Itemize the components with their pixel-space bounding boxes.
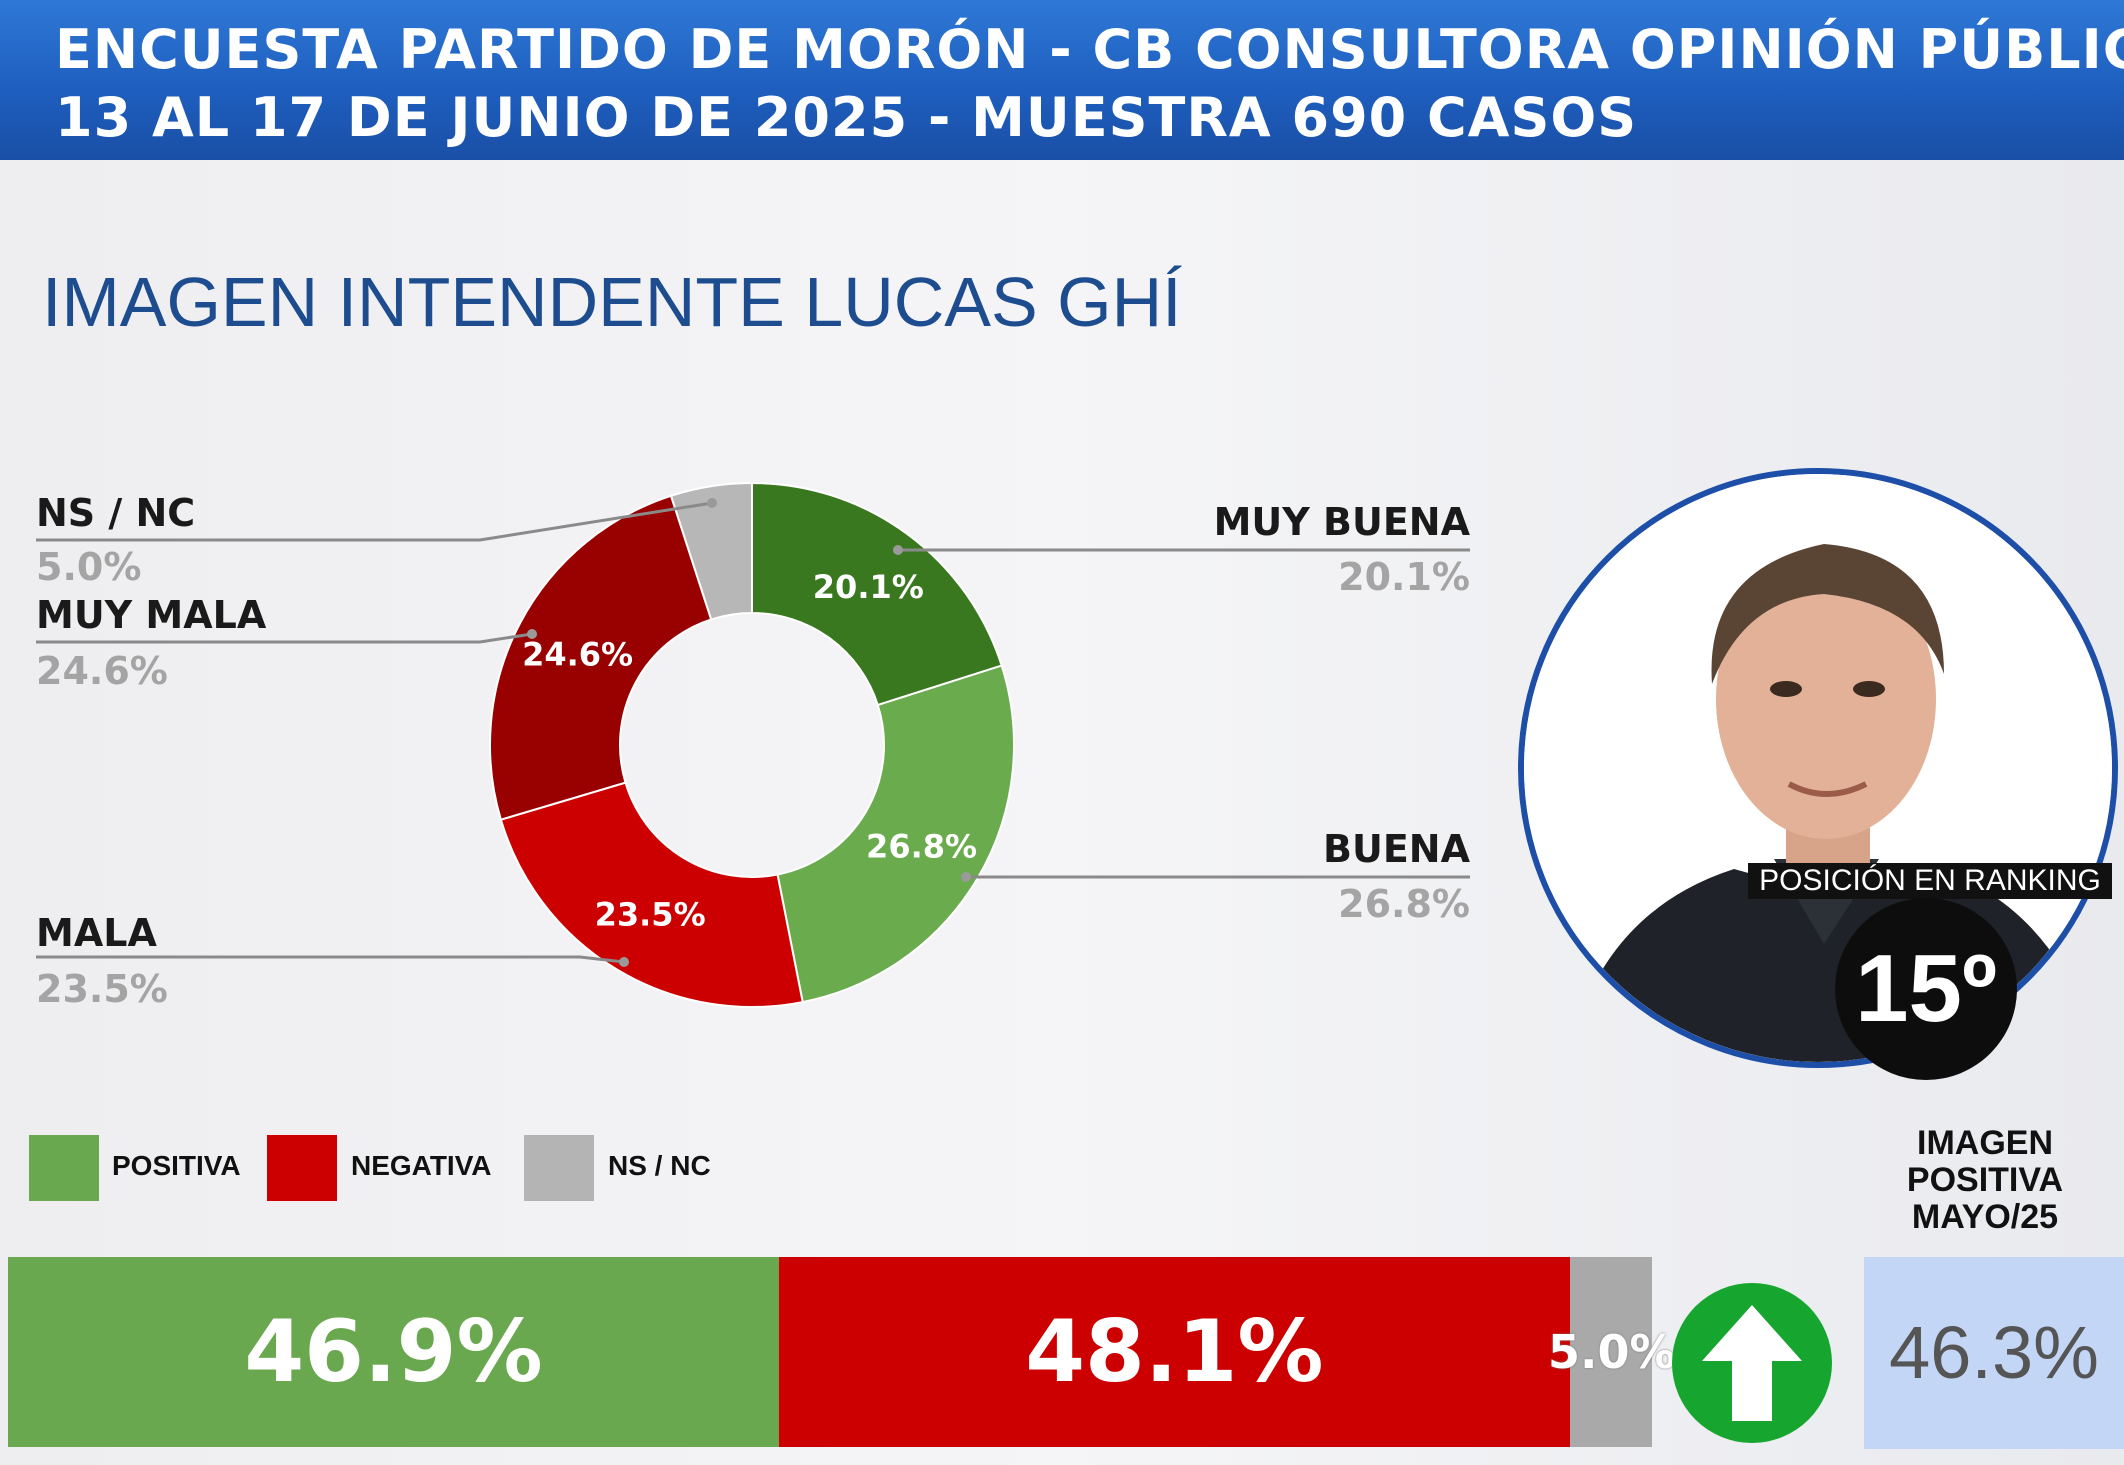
bar-positive-label: 46.9% xyxy=(244,1302,543,1402)
leader-dot-nsnc xyxy=(707,498,717,508)
label-muymala-value: 24.6% xyxy=(36,649,168,693)
label-nsnc-name: NS / NC xyxy=(36,491,196,535)
donut-slice-mala xyxy=(499,781,804,1008)
bar-negative-label: 48.1% xyxy=(1025,1302,1324,1402)
legend-label-negative: NEGATIVA xyxy=(351,1150,492,1181)
donut-data-label-buena: 26.8% xyxy=(866,827,977,865)
leader-line-muymala xyxy=(36,632,533,644)
bar-negative xyxy=(779,1257,1570,1447)
donut-slice-buena xyxy=(776,664,1015,1004)
label-muybuena-value: 20.1% xyxy=(1338,555,1470,599)
label-nsnc-value: 5.0% xyxy=(36,545,142,589)
donut-data-label-muybuena: 20.1% xyxy=(813,568,924,606)
arrow-up-icon xyxy=(1672,1283,1832,1443)
ranking-label: POSICIÓN EN RANKING xyxy=(1748,863,2112,899)
leader-dot-muybuena xyxy=(893,545,903,555)
previous-title-line2: POSITIVA xyxy=(1906,1161,2064,1199)
ranking-badge: 15º xyxy=(1835,898,2017,1080)
person-portrait-icon xyxy=(1524,474,2112,1062)
donut-slice-nsnc xyxy=(669,481,753,621)
label-buena-value: 26.8% xyxy=(1338,882,1470,926)
bar-nsnc-label: 5.0% xyxy=(1548,1325,1676,1379)
legend-swatch-nsnc xyxy=(524,1135,594,1201)
bar-nsnc xyxy=(1569,1257,1652,1447)
legend-swatch-negative xyxy=(267,1135,337,1201)
mayor-photo xyxy=(1518,468,2118,1068)
donut-data-label-muymala: 24.6% xyxy=(522,635,633,673)
previous-title-line3: MAYO/25 xyxy=(1911,1198,2059,1236)
donut-slice-muybuena xyxy=(751,481,1003,707)
leader-dot-muymala xyxy=(527,629,537,639)
previous-image-box xyxy=(1864,1257,2124,1449)
bar-positive xyxy=(8,1257,780,1447)
legend-label-positive: POSITIVA xyxy=(112,1150,241,1181)
label-muybuena-name: MUY BUENA xyxy=(1213,500,1470,544)
leader-line-mala xyxy=(36,955,625,964)
leader-line-nsnc xyxy=(36,501,713,542)
label-mala-name: MALA xyxy=(36,911,157,955)
legend-label-nsnc: NS / NC xyxy=(608,1150,711,1181)
arrow-up-glyph xyxy=(1702,1305,1802,1421)
donut-data-label-mala: 23.5% xyxy=(595,896,706,934)
chart-title: IMAGEN INTENDENTE LUCAS GHÍ xyxy=(42,263,1182,341)
legend-swatch-positive xyxy=(29,1135,99,1201)
label-buena-name: BUENA xyxy=(1323,827,1470,871)
donut-slice-muymala xyxy=(489,494,713,821)
previous-image-title: IMAGEN POSITIVA MAYO/25 xyxy=(1840,1125,2124,1236)
header-banner: ENCUESTA PARTIDO DE MORÓN - CB CONSULTOR… xyxy=(0,0,2124,160)
previous-title-line1: IMAGEN xyxy=(1917,1124,2053,1162)
leader-dot-mala xyxy=(619,957,629,967)
leader-dot-buena xyxy=(961,872,971,882)
header-title: ENCUESTA PARTIDO DE MORÓN - CB CONSULTOR… xyxy=(55,18,2124,81)
previous-image-value: 46.3% xyxy=(1889,1311,2099,1394)
label-muymala-name: MUY MALA xyxy=(36,593,267,637)
label-mala-value: 23.5% xyxy=(36,967,168,1011)
header-subtitle: 13 AL 17 DE JUNIO DE 2025 - MUESTRA 690 … xyxy=(55,86,1638,149)
